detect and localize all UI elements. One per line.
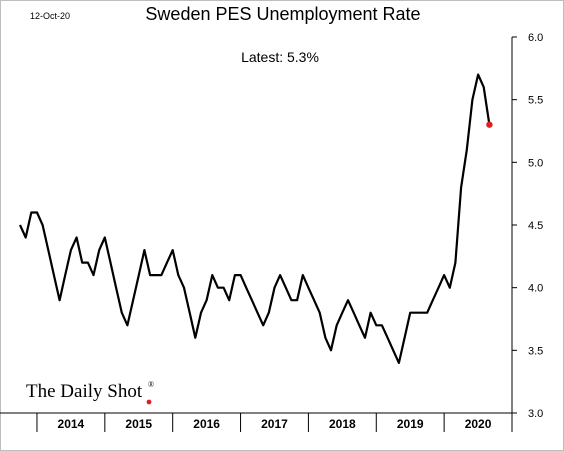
x-tick-label: 2020 bbox=[465, 417, 492, 431]
latest-annotation: Latest: 5.3% bbox=[241, 49, 319, 65]
latest-marker bbox=[486, 121, 493, 128]
y-tick-label: 5.5 bbox=[528, 95, 543, 107]
y-tick-label: 3.0 bbox=[528, 408, 543, 420]
brand-logo-dot bbox=[146, 399, 152, 405]
brand-logo: The Daily Shot ® bbox=[26, 380, 154, 405]
brand-logo-text: The Daily Shot bbox=[26, 381, 143, 402]
y-tick-label: 6.0 bbox=[528, 32, 543, 44]
brand-registered-mark: ® bbox=[148, 380, 154, 389]
y-tick-label: 3.5 bbox=[528, 345, 543, 357]
x-tick-label: 2014 bbox=[58, 417, 85, 431]
date-stamp: 12-Oct-20 bbox=[30, 11, 70, 21]
chart-title: Sweden PES Unemployment Rate bbox=[145, 4, 420, 24]
x-tick-label: 2015 bbox=[125, 417, 152, 431]
x-axis: 2014 2015 2016 2017 2018 2019 2020 bbox=[0, 412, 513, 432]
y-tick-label: 5.0 bbox=[528, 157, 543, 169]
x-tick-label: 2019 bbox=[397, 417, 424, 431]
x-tick-label: 2017 bbox=[261, 417, 288, 431]
y-tick-label: 4.0 bbox=[528, 283, 543, 295]
x-tick-label: 2016 bbox=[193, 417, 220, 431]
x-tick-label: 2018 bbox=[329, 417, 356, 431]
series-line bbox=[18, 73, 491, 364]
y-tick-label: 4.5 bbox=[528, 220, 543, 232]
y-axis: 3.0 3.5 4.0 4.5 5.0 5.5 6.0 bbox=[511, 32, 543, 420]
